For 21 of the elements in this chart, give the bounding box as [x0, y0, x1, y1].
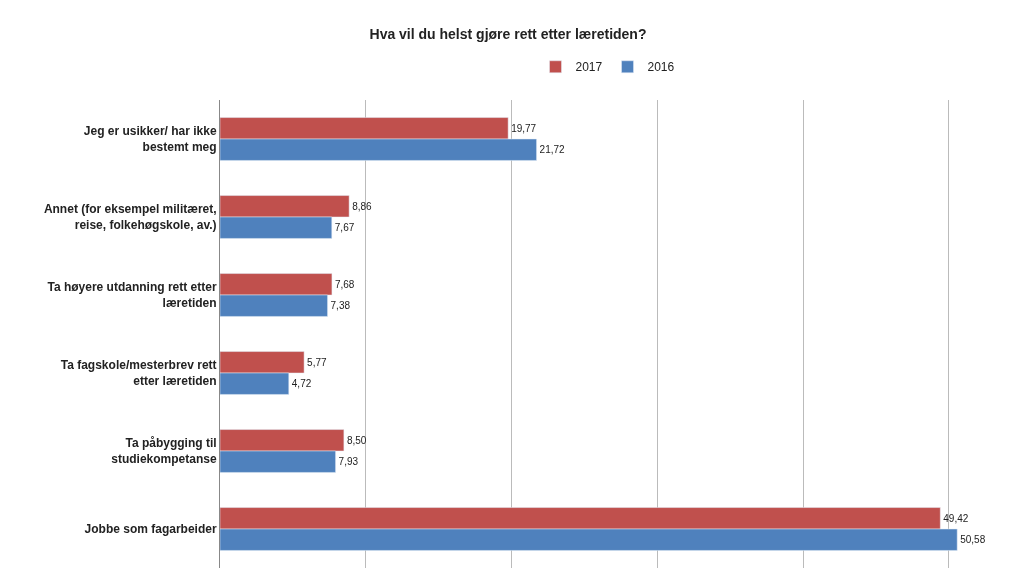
y-tick-label: Jeg er usikker/ har ikke bestemt meg: [83, 124, 217, 154]
data-label: 8,86: [352, 200, 373, 212]
y-tick-label: Ta fagskole/mesterbrev rett etter læretiden: [60, 358, 217, 388]
y-tick-label: Ta påbygging til studiekompetanse: [111, 436, 217, 466]
data-label: 8,50: [346, 434, 367, 446]
data-label: 4,72: [291, 378, 312, 390]
data-label: 7,67: [334, 222, 355, 234]
data-label: 21,72: [539, 144, 566, 156]
y-tick-label: Ta høyere utdanning rett etter læretiden: [47, 280, 217, 310]
data-label: 5,77: [307, 356, 327, 368]
data-label: 7,38: [330, 300, 351, 312]
legend-label: 2017: [575, 60, 603, 75]
y-tick-label: Annet (for eksempel militæret, reise, folkehøgskole, av.): [43, 202, 217, 232]
data-label: 50,58: [960, 534, 986, 546]
data-label: 7,68: [334, 278, 355, 290]
data-label: 49,42: [943, 512, 969, 524]
data-label: 7,93: [338, 456, 359, 468]
legend-label: 2016: [647, 60, 675, 75]
chart-title: Hva vil du helst gjøre rett etter læretiden?: [369, 26, 647, 43]
data-label: 19,77: [511, 122, 537, 134]
y-tick-label: Jobbe som fagarbeider: [84, 522, 217, 537]
